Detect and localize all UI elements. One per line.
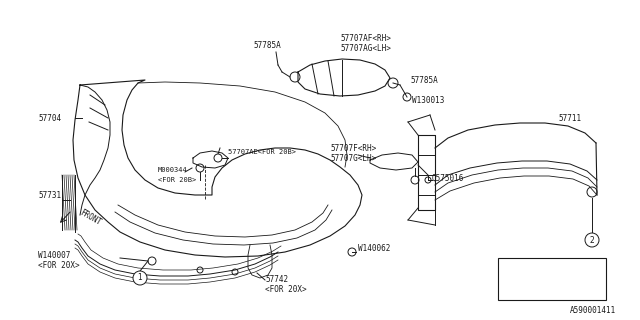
Text: 1: 1 [509, 265, 513, 271]
Text: 57785A: 57785A [253, 41, 281, 50]
Text: 57704: 57704 [38, 114, 61, 123]
Text: 57785A: 57785A [410, 76, 438, 84]
Circle shape [585, 233, 599, 247]
Text: W140062: W140062 [358, 244, 390, 252]
Text: 2: 2 [509, 286, 513, 292]
Text: Q575016: Q575016 [432, 173, 465, 182]
Text: FRONT: FRONT [78, 208, 102, 228]
Text: <FOR 20B>: <FOR 20B> [158, 177, 196, 183]
Text: W140007: W140007 [528, 263, 561, 273]
Text: 57707AG<LH>: 57707AG<LH> [340, 44, 391, 52]
Text: M060012: M060012 [528, 284, 561, 293]
Text: 57707AE<FOR 20B>: 57707AE<FOR 20B> [228, 149, 296, 155]
Text: W140007: W140007 [38, 251, 70, 260]
Text: <FOR 20X>: <FOR 20X> [265, 285, 307, 294]
Text: 1: 1 [138, 274, 142, 283]
Text: 57742: 57742 [265, 276, 288, 284]
Text: A590001411: A590001411 [570, 306, 616, 315]
Circle shape [214, 154, 222, 162]
Text: <FOR 20X>: <FOR 20X> [38, 260, 79, 269]
Text: M000344: M000344 [158, 167, 188, 173]
Text: 57731: 57731 [38, 190, 61, 199]
Bar [498, 258, 606, 300]
Circle shape [504, 282, 518, 296]
Circle shape [133, 271, 147, 285]
Circle shape [504, 261, 518, 275]
Text: 57707F<RH>: 57707F<RH> [330, 143, 376, 153]
Text: 57711: 57711 [558, 114, 581, 123]
Text: 57707G<LH>: 57707G<LH> [330, 154, 376, 163]
Text: 2: 2 [589, 236, 595, 244]
Text: W130013: W130013 [412, 95, 444, 105]
Text: 57707AF<RH>: 57707AF<RH> [340, 34, 391, 43]
